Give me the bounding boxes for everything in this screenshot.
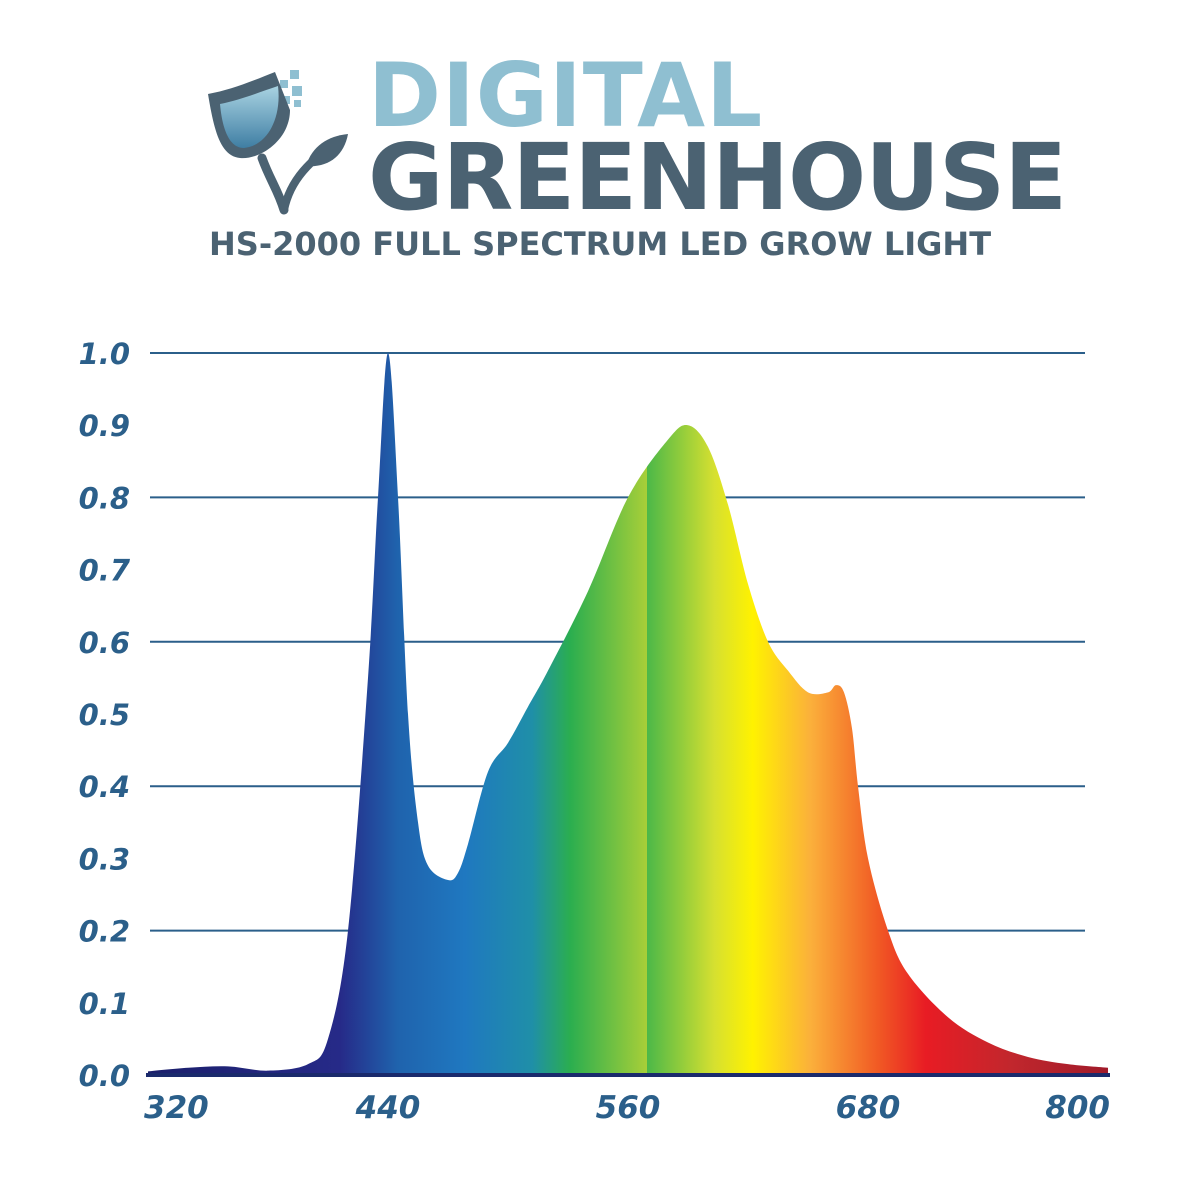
y-tick-label: 0.6 bbox=[79, 626, 130, 660]
y-tick-label: 0.5 bbox=[79, 698, 130, 732]
y-tick-label: 0.2 bbox=[79, 915, 130, 949]
y-tick-label: 0.4 bbox=[79, 770, 130, 804]
chart-title: HS-2000 FULL SPECTRUM LED GROW LIGHT bbox=[208, 225, 992, 263]
brand-line-1: DIGITAL bbox=[368, 44, 764, 147]
y-tick-label: 0.8 bbox=[79, 481, 130, 515]
x-tick-label: 320 bbox=[144, 1090, 209, 1126]
x-axis-ticks: 320 440 560 680 800 bbox=[144, 1090, 1110, 1126]
y-tick-label: 0.3 bbox=[79, 842, 130, 876]
y-axis-ticks: 0.0 0.1 0.2 0.3 0.4 0.5 0.6 0.7 0.8 0.9 1.0 bbox=[79, 337, 131, 1093]
x-tick-label: 800 bbox=[1045, 1090, 1110, 1126]
brand-line-2: GREENHOUSE bbox=[368, 124, 1067, 231]
brand-header: DIGITAL GREENHOUSE HS-2000 FULL SPECTRUM… bbox=[0, 0, 1200, 280]
x-tick-label: 680 bbox=[836, 1090, 901, 1126]
y-tick-label: 0.7 bbox=[79, 554, 131, 588]
y-tick-label: 1.0 bbox=[79, 337, 130, 371]
y-tick-label: 0.9 bbox=[79, 409, 130, 443]
tulip-logo-icon bbox=[208, 70, 348, 215]
x-tick-label: 440 bbox=[355, 1090, 421, 1126]
leaf-icon bbox=[306, 134, 348, 167]
spectrum-area bbox=[148, 353, 1108, 1075]
y-tick-label: 0.1 bbox=[79, 987, 130, 1021]
y-tick-label: 0.0 bbox=[79, 1059, 130, 1093]
x-tick-label: 560 bbox=[596, 1090, 661, 1126]
